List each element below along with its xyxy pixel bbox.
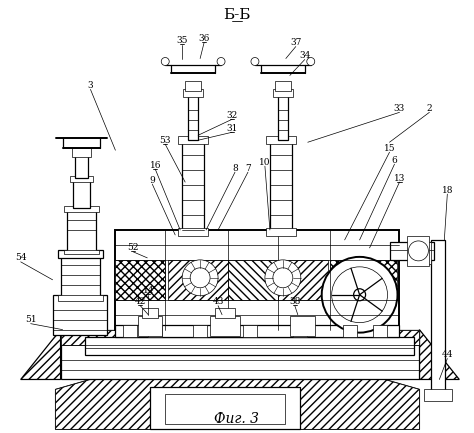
Polygon shape <box>55 379 419 429</box>
Text: 37: 37 <box>290 38 301 47</box>
Text: 35: 35 <box>176 36 188 45</box>
Circle shape <box>322 257 398 333</box>
Bar <box>64 250 100 254</box>
Bar <box>61 330 419 379</box>
Bar <box>138 316 162 336</box>
Bar <box>228 260 278 300</box>
Circle shape <box>332 267 388 323</box>
Bar <box>424 389 452 401</box>
Bar <box>178 136 208 144</box>
Bar <box>64 206 100 212</box>
Circle shape <box>251 58 259 65</box>
Text: 9: 9 <box>149 176 155 184</box>
Bar <box>61 330 419 345</box>
Bar <box>290 316 315 336</box>
Bar <box>215 308 235 318</box>
Text: 16: 16 <box>149 161 161 170</box>
Text: 6: 6 <box>392 156 397 165</box>
Bar <box>266 136 296 144</box>
Text: 15: 15 <box>383 144 395 153</box>
Bar <box>273 89 293 97</box>
Text: 14: 14 <box>143 286 154 295</box>
Circle shape <box>307 58 315 65</box>
Bar <box>85 336 414 355</box>
Bar <box>74 155 89 178</box>
Circle shape <box>182 260 218 296</box>
Text: 54: 54 <box>15 253 27 262</box>
Text: 43: 43 <box>212 297 224 306</box>
Bar <box>270 140 292 232</box>
Text: 38: 38 <box>289 297 301 306</box>
Bar <box>182 140 204 232</box>
Text: 51: 51 <box>25 315 36 324</box>
Bar <box>165 394 285 424</box>
Text: 53: 53 <box>159 136 171 145</box>
Bar <box>373 325 386 336</box>
Circle shape <box>265 260 301 296</box>
Bar <box>168 260 228 300</box>
Text: 34: 34 <box>299 51 310 60</box>
Text: 2: 2 <box>427 104 432 113</box>
Bar <box>330 260 398 300</box>
Bar <box>150 388 300 429</box>
Bar <box>70 176 93 182</box>
Bar <box>193 325 207 336</box>
Text: 36: 36 <box>199 34 210 43</box>
Text: 10: 10 <box>259 158 271 167</box>
Bar <box>178 228 208 236</box>
Text: 52: 52 <box>128 243 139 252</box>
Text: 7: 7 <box>245 164 251 173</box>
Bar <box>57 295 103 301</box>
Bar <box>278 260 328 300</box>
Bar <box>57 250 103 258</box>
Circle shape <box>273 268 293 288</box>
Bar <box>73 180 91 208</box>
Bar <box>115 230 400 330</box>
Text: 3: 3 <box>88 81 93 90</box>
Bar <box>61 255 100 297</box>
Bar <box>72 148 91 157</box>
Bar <box>53 295 108 335</box>
Bar <box>293 325 307 336</box>
Circle shape <box>354 289 365 301</box>
Bar <box>66 210 96 252</box>
Bar <box>148 325 162 336</box>
Bar <box>210 316 240 336</box>
Bar <box>115 260 165 300</box>
Text: 8: 8 <box>232 164 238 173</box>
Circle shape <box>161 58 169 65</box>
Bar <box>431 240 446 399</box>
Text: 13: 13 <box>394 174 405 183</box>
Polygon shape <box>21 330 61 379</box>
Bar <box>243 325 257 336</box>
Polygon shape <box>419 330 459 379</box>
Bar <box>123 325 137 336</box>
Circle shape <box>217 58 225 65</box>
Bar <box>188 95 198 140</box>
Text: Фиг. 3: Фиг. 3 <box>215 412 259 427</box>
Bar <box>415 242 431 264</box>
Bar <box>183 89 203 97</box>
Bar <box>142 308 158 318</box>
Text: 42: 42 <box>135 297 146 306</box>
Bar <box>278 95 288 140</box>
Bar <box>408 236 429 266</box>
Bar <box>115 325 400 336</box>
Circle shape <box>190 268 210 288</box>
Text: Б-Б: Б-Б <box>223 8 251 22</box>
Text: 33: 33 <box>394 104 405 113</box>
Polygon shape <box>55 379 419 429</box>
Text: 18: 18 <box>442 186 453 194</box>
Bar <box>390 242 434 260</box>
Bar <box>343 325 356 336</box>
Bar <box>266 228 296 236</box>
Bar <box>185 81 201 91</box>
Text: 32: 32 <box>227 111 237 120</box>
Bar <box>275 81 291 91</box>
Text: 44: 44 <box>442 350 453 359</box>
Circle shape <box>409 241 428 261</box>
Text: 31: 31 <box>226 124 237 133</box>
